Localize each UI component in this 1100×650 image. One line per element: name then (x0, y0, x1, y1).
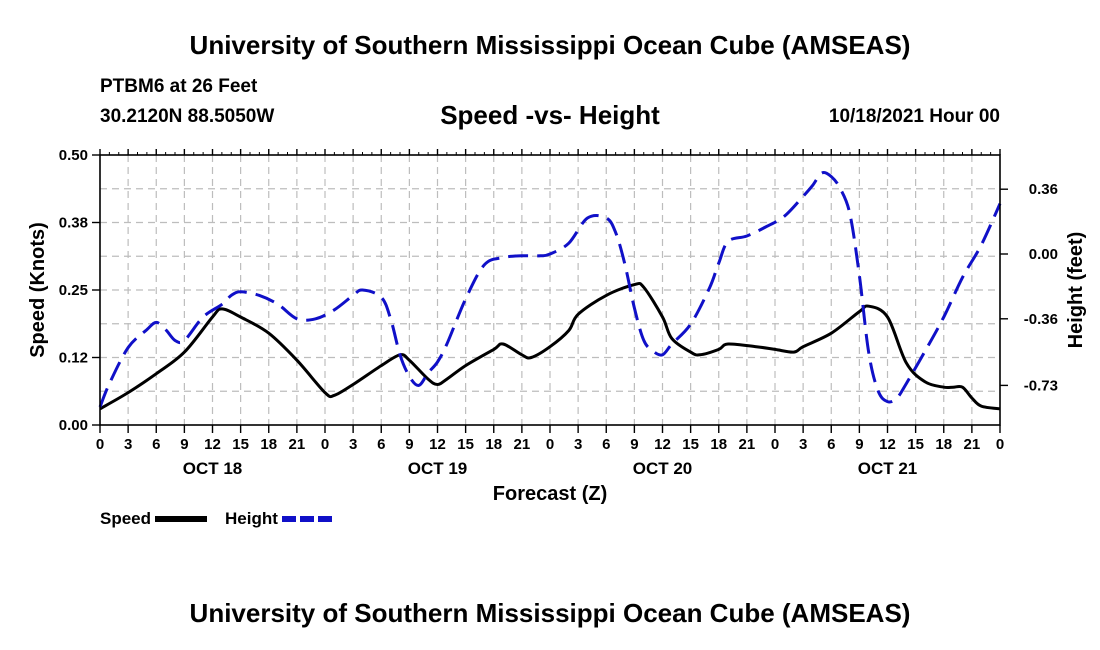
x-tick-label: 18 (260, 436, 277, 453)
x-tick-label: 21 (289, 436, 306, 453)
grid-lines (100, 155, 1000, 425)
plot-frame (99, 154, 1001, 426)
footer-title: University of Southern Mississippi Ocean… (189, 598, 911, 628)
x-tick-label: 0 (996, 436, 1004, 453)
series-line-height (98, 171, 1002, 408)
chart-subtitle: Speed -vs- Height (440, 100, 660, 130)
x-tick-label: 0 (546, 436, 554, 453)
x-tick-label: 15 (457, 436, 474, 453)
x-tick-label: 0 (321, 436, 329, 453)
y2-tick-label: -0.36 (1024, 311, 1058, 328)
y2-tick-label: 0.36 (1029, 181, 1058, 198)
x-tick-label: 21 (964, 436, 981, 453)
y-tick-label: 0.38 (59, 215, 88, 232)
y-tick-label: 0.00 (59, 417, 88, 434)
y2-tick-label: 0.00 (1029, 246, 1058, 263)
x-axis-title: Forecast (Z) (493, 483, 607, 505)
x-tick-label: 6 (152, 436, 160, 453)
location-label: 30.2120N 88.5050W (100, 106, 275, 127)
x-tick-label: 6 (377, 436, 385, 453)
y-axis-title: Speed (Knots) (27, 222, 49, 358)
legend-speed-label: Speed (100, 509, 152, 528)
x-tick-label: 18 (935, 436, 952, 453)
x-tick-label: 9 (405, 436, 413, 453)
day-label: OCT 18 (183, 459, 243, 478)
x-tick-label: 12 (204, 436, 221, 453)
y-tick-label: 0.12 (59, 350, 88, 367)
day-label: OCT 19 (408, 459, 468, 478)
x-tick-label: 15 (907, 436, 924, 453)
x-tick-label: 9 (855, 436, 863, 453)
x-tick-label: 3 (124, 436, 132, 453)
x-tick-label: 12 (429, 436, 446, 453)
x-tick-label: 15 (232, 436, 249, 453)
y-tick-label: 0.50 (59, 147, 88, 164)
x-tick-label: 0 (771, 436, 779, 453)
y-tick-label: 0.25 (59, 282, 88, 299)
page-title: University of Southern Mississippi Ocean… (189, 30, 911, 60)
x-tick-label: 12 (879, 436, 896, 453)
x-tick-label: 21 (514, 436, 531, 453)
x-tick-label: 21 (739, 436, 756, 453)
x-tick-label: 0 (96, 436, 104, 453)
x-tick-label: 3 (349, 436, 357, 453)
x-tick-label: 9 (180, 436, 188, 453)
day-label: OCT 21 (858, 459, 918, 478)
legend: Speed Height (100, 509, 352, 529)
day-label: OCT 20 (633, 459, 693, 478)
x-tick-label: 18 (710, 436, 727, 453)
x-tick-label: 15 (682, 436, 699, 453)
y2-axis-title: Height (feet) (1065, 232, 1087, 349)
x-tick-label: 3 (799, 436, 807, 453)
data-lines (98, 171, 1002, 411)
legend-height-swatch (281, 516, 334, 522)
x-tick-label: 3 (574, 436, 582, 453)
station-label: PTBM6 at 26 Feet (100, 76, 258, 97)
legend-speed-swatch (155, 516, 208, 522)
x-tick-label: 6 (602, 436, 610, 453)
legend-height-label: Height (225, 509, 278, 528)
datetime-label: 10/18/2021 Hour 00 (828, 106, 1000, 127)
y2-tick-label: -0.73 (1024, 377, 1058, 394)
x-tick-label: 6 (827, 436, 835, 453)
x-tick-label: 18 (485, 436, 502, 453)
x-tick-label: 12 (654, 436, 671, 453)
x-tick-label: 9 (630, 436, 638, 453)
series-line-speed (99, 281, 1001, 411)
axis-labels: 0 3 6 9 12 15 18 21 0 3 6 9 12 15 18 21 0 3 6 9 12 15 18 21 0 3 6 9… (59, 147, 1058, 478)
